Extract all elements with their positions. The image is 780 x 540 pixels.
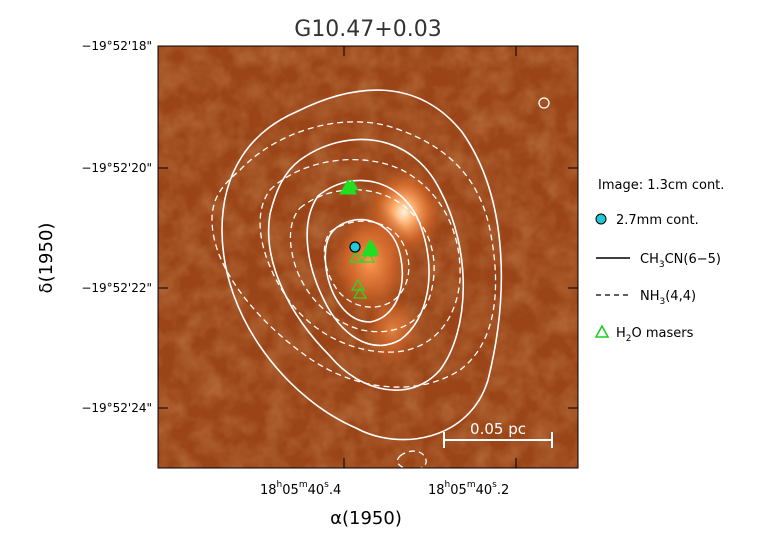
y-tick-label: −19°52'24"	[81, 401, 152, 415]
y-tick-label: −19°52'18"	[81, 39, 152, 53]
x-tick-label: 18h05m40s.4	[260, 480, 341, 498]
legend-green-triangle-icon	[594, 324, 610, 338]
legend: Image: 1.3cm cont. 2.7mm cont. CH3CN(6−5…	[594, 178, 724, 344]
figure-title: G10.47+0.03	[294, 17, 441, 42]
continuum-2-7mm-marker	[349, 241, 361, 253]
small-contour	[538, 97, 550, 109]
scale-bar	[443, 432, 553, 448]
map-image: 0.05 pc	[158, 46, 578, 468]
y-axis-label: δ(1950)	[36, 223, 57, 294]
plot-frame	[157, 45, 579, 469]
maser-cluster-south	[350, 278, 366, 291]
y-tick-label: −19°52'22"	[81, 281, 152, 295]
nh3-contours	[211, 121, 497, 468]
legend-item-2-7mm: 2.7mm cont.	[616, 213, 699, 228]
scale-bar-label: 0.05 pc	[470, 420, 526, 438]
y-tick-labels: −19°52'18" −19°52'20" −19°52'22" −19°52'…	[81, 39, 152, 415]
legend-item-nh3: NH3(4,4)	[640, 289, 696, 307]
x-tick-label: 18h05m40s.2	[428, 480, 509, 498]
x-tick-labels: 18h05m40s.4 18h05m40s.2	[260, 480, 509, 498]
legend-image-caption: Image: 1.3cm cont.	[598, 178, 724, 193]
tick-marks	[158, 45, 578, 468]
x-axis-label: α(1950)	[330, 508, 402, 529]
legend-item-h2o: H2O masers	[616, 326, 694, 344]
legend-item-ch3cn: CH3CN(6−5)	[640, 252, 721, 270]
legend-cyan-circle-icon	[595, 213, 607, 225]
y-tick-label: −19°52'20"	[81, 161, 152, 175]
h2o-masers	[339, 178, 379, 299]
